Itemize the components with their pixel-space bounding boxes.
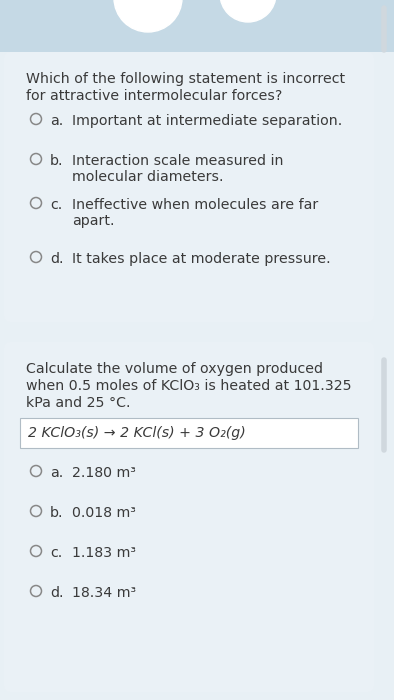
Text: Important at intermediate separation.: Important at intermediate separation. <box>72 114 342 128</box>
Text: It takes place at moderate pressure.: It takes place at moderate pressure. <box>72 252 331 266</box>
Text: c.: c. <box>50 546 62 560</box>
Circle shape <box>114 0 182 32</box>
Text: b.: b. <box>50 506 63 520</box>
FancyBboxPatch shape <box>20 418 358 448</box>
Text: a.: a. <box>50 114 63 128</box>
Text: 2 KClO₃(s) → 2 KCl(s) + 3 O₂(g): 2 KClO₃(s) → 2 KCl(s) + 3 O₂(g) <box>28 426 246 440</box>
Text: for attractive intermolecular forces?: for attractive intermolecular forces? <box>26 89 282 103</box>
Text: 1.183 m³: 1.183 m³ <box>72 546 136 560</box>
Text: 18.34 m³: 18.34 m³ <box>72 586 136 600</box>
FancyBboxPatch shape <box>0 0 394 52</box>
Text: molecular diameters.: molecular diameters. <box>72 170 223 184</box>
Text: kPa and 25 °C.: kPa and 25 °C. <box>26 396 130 410</box>
Text: c.: c. <box>50 198 62 212</box>
Text: Ineffective when molecules are far: Ineffective when molecules are far <box>72 198 318 212</box>
Text: b.: b. <box>50 154 63 168</box>
Text: d.: d. <box>50 586 63 600</box>
Text: a.: a. <box>50 466 63 480</box>
Text: Interaction scale measured in: Interaction scale measured in <box>72 154 284 168</box>
Text: d.: d. <box>50 252 63 266</box>
FancyBboxPatch shape <box>4 52 374 322</box>
FancyBboxPatch shape <box>4 342 374 692</box>
Text: when 0.5 moles of KClO₃ is heated at 101.325: when 0.5 moles of KClO₃ is heated at 101… <box>26 379 351 393</box>
Text: Which of the following statement is incorrect: Which of the following statement is inco… <box>26 72 345 86</box>
Text: 0.018 m³: 0.018 m³ <box>72 506 136 520</box>
Text: Calculate the volume of oxygen produced: Calculate the volume of oxygen produced <box>26 362 323 376</box>
Text: apart.: apart. <box>72 214 115 228</box>
Circle shape <box>220 0 276 22</box>
Text: 2.180 m³: 2.180 m³ <box>72 466 136 480</box>
